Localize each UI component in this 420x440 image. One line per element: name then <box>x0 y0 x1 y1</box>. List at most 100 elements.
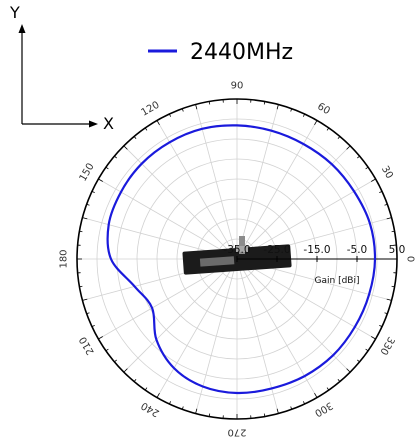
outer-tick-mark <box>105 166 109 170</box>
outer-tick-mark <box>86 312 90 315</box>
outer-tick-mark <box>346 145 351 150</box>
outer-tick-mark <box>371 178 376 182</box>
outer-tick-mark <box>156 120 160 125</box>
polar-plot: 0 30 60 90 120 150 180 210 240 270 300 330 -35.0 -25.… <box>59 81 416 438</box>
angle-tick-label: 0 <box>405 256 416 262</box>
outer-tick-mark <box>326 127 330 131</box>
angle-tick-label: 180 <box>59 249 70 268</box>
angle-tick-label: 210 <box>78 334 97 356</box>
outer-tick-mark <box>357 359 360 363</box>
y-axis-letter: Y <box>9 3 20 22</box>
outer-tick-mark <box>195 408 198 414</box>
outer-tick-mark <box>133 379 137 382</box>
angle-tick-label: 120 <box>139 100 161 119</box>
outer-tick-mark <box>365 348 369 352</box>
outer-tick-mark <box>169 401 172 405</box>
x-axis-letter: X <box>103 114 114 133</box>
grid-spoke <box>236 178 376 260</box>
radial-axis-label: Gain [dBi] <box>315 276 360 286</box>
outer-tick-mark <box>314 120 318 125</box>
outer-tick-mark <box>181 406 184 410</box>
outer-tick-mark <box>391 230 395 233</box>
grid-spoke <box>123 145 238 260</box>
grid-spoke <box>236 258 351 373</box>
outer-tick-mark <box>98 336 103 340</box>
grid-spoke <box>156 258 238 398</box>
grid-spoke <box>123 258 238 373</box>
outer-tick-mark <box>346 368 351 373</box>
outer-tick-mark <box>365 166 369 170</box>
angle-tick-label: 300 <box>312 399 334 418</box>
radial-tick-label: -25.0 <box>263 244 290 256</box>
outer-tick-mark <box>105 348 109 352</box>
outer-tick-mark <box>276 408 279 414</box>
outer-tick-mark <box>169 113 172 117</box>
outer-tick-mark <box>386 217 392 220</box>
outer-tick-mark <box>144 127 148 131</box>
outer-tick-mark <box>290 406 293 410</box>
outer-tick-mark <box>276 104 279 110</box>
outer-tick-mark <box>195 104 198 110</box>
outer-tick-mark <box>123 368 128 373</box>
outer-tick-mark <box>337 136 341 139</box>
outer-tick-mark <box>371 336 376 340</box>
angle-tick-label: 150 <box>78 161 97 183</box>
antenna-connector-cap <box>236 246 248 252</box>
outer-tick-mark <box>82 217 88 220</box>
y-arrow-head <box>18 24 26 33</box>
grid-spoke <box>195 258 238 414</box>
outer-tick-mark <box>379 324 383 327</box>
outer-tick-mark <box>91 191 95 194</box>
antenna-connector <box>239 236 245 254</box>
radial-tick-label: 5.0 <box>389 244 406 256</box>
outer-tick-mark <box>82 298 88 301</box>
outer-tick-mark <box>98 178 103 182</box>
legend-label: 2440MHz <box>190 40 293 65</box>
outer-tick-mark <box>384 203 388 206</box>
outer-tick-mark <box>263 413 266 417</box>
grid-spoke <box>156 120 238 260</box>
series-layer <box>106 124 377 395</box>
outer-tick-mark <box>391 285 395 288</box>
outer-tick-mark <box>86 203 90 206</box>
outer-tick-mark <box>326 387 330 391</box>
antenna-board-label <box>199 256 235 267</box>
angle-tick-label: 90 <box>231 81 244 92</box>
outer-tick-mark <box>123 145 128 150</box>
outer-tick-mark <box>156 393 160 398</box>
angle-tick-label: 30 <box>379 164 395 181</box>
outer-tick-mark <box>208 101 211 105</box>
outer-tick-mark <box>302 401 305 405</box>
series-line-2440mhz <box>106 124 377 395</box>
outer-tick-mark <box>263 101 266 105</box>
outer-tick-mark <box>379 191 383 194</box>
outer-tick-mark <box>290 108 293 112</box>
outer-tick-mark <box>144 387 148 391</box>
outer-tick-mark <box>314 393 318 398</box>
outer-tick-mark <box>208 413 211 417</box>
outer-tick-mark <box>384 312 388 315</box>
angle-tick-label: 60 <box>315 101 332 117</box>
angle-tick-label: 330 <box>377 334 396 356</box>
legend: 2440MHz <box>148 40 293 65</box>
outer-tick-mark <box>79 230 83 233</box>
radial-tick-label: -15.0 <box>303 244 330 256</box>
polar-ticks: 0 30 60 90 120 150 180 210 240 270 300 330 -35.0 -25.… <box>59 81 416 438</box>
radial-tick-label: -5.0 <box>347 244 368 256</box>
radial-tick-label: -35.0 <box>223 244 250 256</box>
angle-tick-label: 240 <box>139 399 161 418</box>
outer-tick-mark <box>114 155 117 159</box>
grid-spoke <box>236 258 318 398</box>
grid-spoke <box>195 104 238 260</box>
x-arrow-head <box>89 120 98 128</box>
axis-indicator: Y X <box>9 3 114 133</box>
outer-tick-mark <box>337 379 341 382</box>
outer-tick-mark <box>114 359 117 363</box>
grid-spoke <box>236 258 376 340</box>
outer-tick-mark <box>386 298 392 301</box>
outer-tick-mark <box>133 136 137 139</box>
outer-tick-mark <box>302 113 305 117</box>
outer-tick-mark <box>91 324 95 327</box>
outer-tick-mark <box>181 108 184 112</box>
